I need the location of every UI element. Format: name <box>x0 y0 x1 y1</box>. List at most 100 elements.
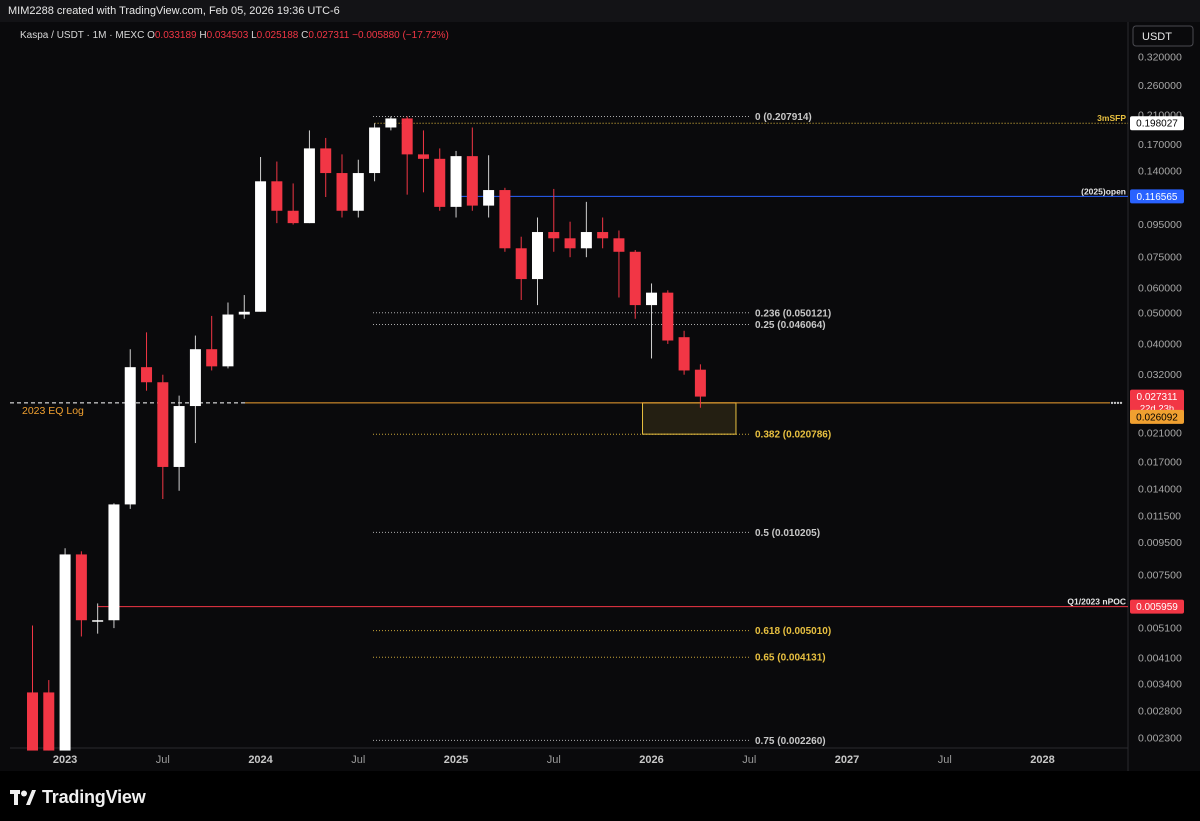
level-line-label: 3mSFP <box>1097 113 1126 123</box>
fib-level-label: 0 (0.207914) <box>755 112 812 123</box>
candle-body <box>173 406 185 467</box>
y-tick-label: 0.032000 <box>1138 369 1182 381</box>
y-tick-label: 0.060000 <box>1138 282 1182 294</box>
price-tag <box>1130 189 1184 204</box>
candle-body <box>369 127 381 174</box>
candle-body <box>548 232 560 239</box>
candle-body <box>483 190 495 206</box>
candle-body <box>141 367 153 383</box>
candle-body <box>662 292 674 341</box>
price-chart[interactable]: 0.3200000.2600000.2100000.1700000.140000… <box>0 22 1200 771</box>
price-tag-value: 0.116565 <box>1137 192 1178 203</box>
candle-body <box>320 148 332 174</box>
level-line-label: Q1/2023 nPOC <box>1067 597 1126 607</box>
y-tick-label: 0.005100 <box>1138 623 1182 635</box>
x-tick-label: Jul <box>156 754 170 766</box>
eq-line-handle <box>1119 401 1123 405</box>
candle-body <box>206 349 218 367</box>
candle-body <box>352 173 364 211</box>
candle-body <box>255 181 267 312</box>
candle-body <box>157 382 169 467</box>
x-tick-label: Jul <box>938 754 952 766</box>
y-tick-label: 0.040000 <box>1138 338 1182 350</box>
y-tick-label: 0.170000 <box>1138 139 1182 151</box>
candle-body <box>499 190 511 249</box>
candle-body <box>271 181 283 211</box>
y-tick-label: 0.075000 <box>1138 252 1182 264</box>
x-tick-label: 2026 <box>639 754 663 766</box>
ohlc-legend-part: H <box>199 30 206 41</box>
ohlc-legend-part: L <box>251 30 257 41</box>
x-tick-label: Jul <box>351 754 365 766</box>
current-price-tag <box>1130 389 1184 416</box>
fib-level-label: 0.75 (0.002260) <box>755 736 826 747</box>
y-tick-label: 0.140000 <box>1138 166 1182 178</box>
ohlc-legend: Kaspa / USDT · 1M · MEXC O0.033189 H0.03… <box>20 30 449 41</box>
candle-body <box>92 620 104 622</box>
y-tick-label: 0.050000 <box>1138 308 1182 320</box>
x-tick-label: 2027 <box>835 754 859 766</box>
fib-level-label: 0.5 (0.010205) <box>755 528 820 539</box>
watermark-bar: MIM2288 created with TradingView.com, Fe… <box>0 0 1200 22</box>
candle-body <box>613 238 625 252</box>
candle-body <box>59 554 71 751</box>
fib-level-label: 0.25 (0.046064) <box>755 320 826 331</box>
candle-body <box>434 158 446 207</box>
current-price-value: 0.027311 <box>1137 392 1178 403</box>
candle-body <box>597 232 609 239</box>
y-tick-label: 0.002800 <box>1138 705 1182 717</box>
y-tick-label: 0.021000 <box>1138 427 1182 439</box>
candle-body <box>694 369 706 397</box>
ohlc-legend-part: C <box>301 30 308 41</box>
plot-area <box>10 22 1128 748</box>
tradingview-icon <box>10 789 36 805</box>
ohlc-legend-part: Kaspa / USDT · 1M · MEXC <box>20 30 147 41</box>
candle-body <box>564 238 576 249</box>
ohlc-legend-part: 0.025188 <box>257 30 302 41</box>
candle-body <box>401 118 413 155</box>
candle-body <box>385 118 397 128</box>
eq-line-handle <box>1113 401 1117 405</box>
eq-line-handle <box>1116 401 1120 405</box>
price-tag <box>1130 599 1184 614</box>
x-tick-label: 2024 <box>248 754 273 766</box>
y-tick-label: 0.320000 <box>1138 52 1182 64</box>
y-tick-label: 0.095000 <box>1138 219 1182 231</box>
y-tick-label: 0.260000 <box>1138 80 1182 92</box>
brand-name: TradingView <box>42 787 146 807</box>
candle-body <box>629 251 641 306</box>
candle-body <box>108 504 120 621</box>
eq-price-tag <box>1130 409 1184 424</box>
y-tick-label: 0.011500 <box>1138 510 1181 522</box>
candle-body <box>417 154 429 159</box>
candle-body <box>238 311 250 315</box>
eq-price-tag-value: 0.026092 <box>1136 412 1178 423</box>
candle-body <box>678 337 690 371</box>
candle-body <box>43 692 55 751</box>
x-tick-label: 2023 <box>53 754 77 766</box>
ohlc-legend-part: −0.005880 (−17.72%) <box>352 30 449 41</box>
y-tick-label: 0.009500 <box>1138 537 1182 549</box>
eq-line-handle <box>1110 401 1114 405</box>
footer <box>0 771 1200 821</box>
tradingview-logo[interactable]: TradingView <box>10 787 146 808</box>
fib-level-label: 0.618 (0.005010) <box>755 626 831 637</box>
candle-body <box>531 232 543 280</box>
candle-body <box>466 156 478 206</box>
y-tick-label: 0.003400 <box>1138 679 1182 691</box>
ohlc-legend-part: 0.033189 <box>155 30 200 41</box>
price-tag-value: 0.198027 <box>1136 119 1178 130</box>
candle-body <box>303 148 315 224</box>
y-tick-label: 0.004100 <box>1138 653 1182 665</box>
candle-body <box>189 349 201 407</box>
candle-body <box>124 367 136 505</box>
candle-body <box>450 156 462 207</box>
candle-body <box>515 248 527 280</box>
x-tick-label: 2025 <box>444 754 468 766</box>
currency-button <box>1132 25 1194 47</box>
price-tag <box>1130 116 1184 131</box>
candle-body <box>27 692 38 751</box>
price-tag-value: 0.005959 <box>1136 602 1178 613</box>
y-tick-label: 0.007500 <box>1138 569 1182 581</box>
